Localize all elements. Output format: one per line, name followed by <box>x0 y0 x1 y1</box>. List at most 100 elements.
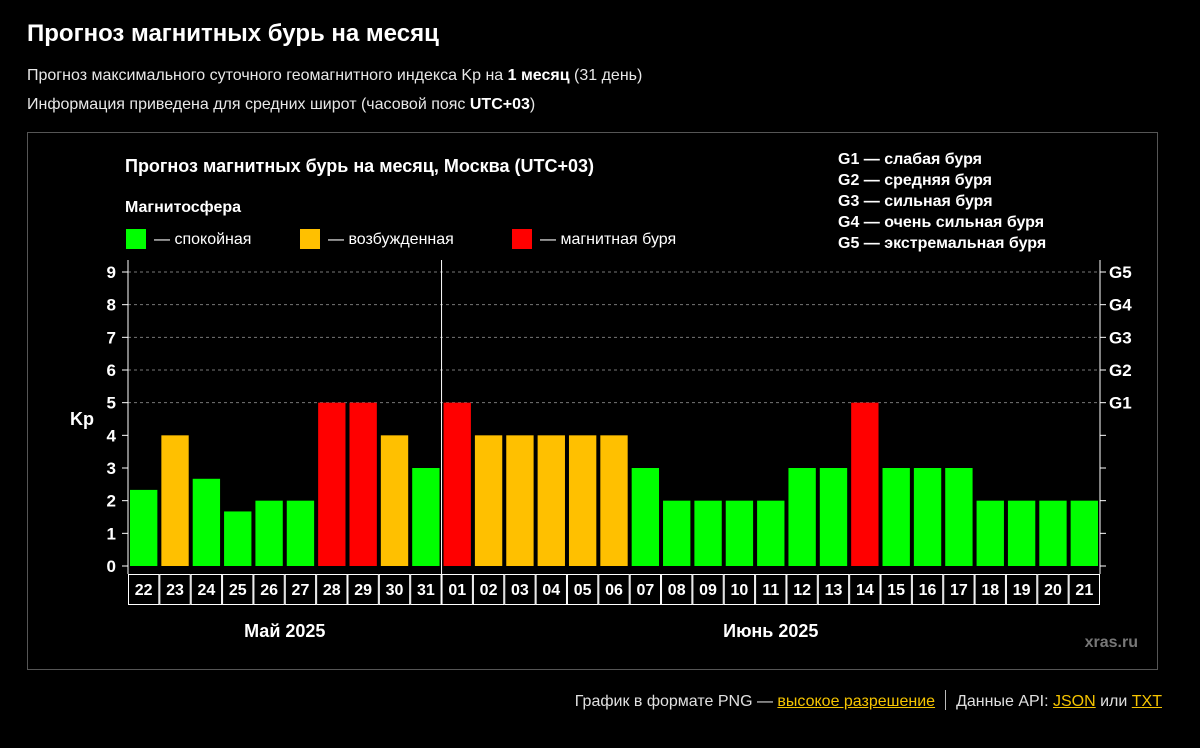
date-box <box>410 574 442 605</box>
date-label: 28 <box>323 582 341 599</box>
bar-04 <box>537 435 565 566</box>
bar-25 <box>224 511 252 566</box>
date-box <box>1005 574 1038 605</box>
bar-05 <box>568 435 597 566</box>
date-label: 18 <box>981 582 999 599</box>
date-label: 08 <box>668 582 686 599</box>
date-label: 13 <box>825 582 843 599</box>
date-box <box>943 574 975 605</box>
date-label: 12 <box>793 582 811 599</box>
date-label: 23 <box>166 582 184 599</box>
bar-02 <box>474 435 503 566</box>
legend-label-storm: — магнитная буря <box>540 231 676 248</box>
txt-link[interactable]: TXT <box>1131 693 1162 710</box>
g-legend-item: G1 — слабая буря <box>838 151 982 168</box>
date-label: 09 <box>699 582 717 599</box>
bar-27 <box>286 500 315 566</box>
bar-20 <box>1039 500 1067 566</box>
date-box <box>190 574 223 605</box>
y-tick-label: 1 <box>107 524 116 543</box>
date-box <box>472 574 505 605</box>
date-box <box>378 574 411 605</box>
g-legend-item: G3 — сильная буря <box>838 193 993 210</box>
bar-18 <box>976 500 1004 566</box>
bar-07 <box>631 468 660 566</box>
bar-11 <box>757 500 785 566</box>
date-label: 24 <box>197 582 215 599</box>
date-label: 04 <box>542 582 560 599</box>
or-text: или <box>1095 693 1132 710</box>
date-box <box>661 574 693 605</box>
y-tick-label: 9 <box>107 263 116 282</box>
g-legend-item: G4 — очень сильная буря <box>838 214 1044 231</box>
watermark: xras.ru <box>1085 634 1138 651</box>
date-label: 06 <box>605 582 623 599</box>
bar-28 <box>318 402 346 566</box>
date-label: 29 <box>354 582 372 599</box>
date-label: 16 <box>919 582 937 599</box>
y-tick-label: 8 <box>107 296 116 315</box>
g-level-label: G5 <box>1109 263 1132 282</box>
page-title: Прогноз магнитных бурь на месяц <box>27 20 439 47</box>
date-label: 27 <box>292 582 310 599</box>
date-label: 15 <box>887 582 905 599</box>
date-box <box>347 574 379 605</box>
date-box <box>629 574 662 605</box>
bar-26 <box>255 500 283 566</box>
bar-16 <box>913 468 942 566</box>
date-box <box>316 574 348 605</box>
y-axis-label: Kp <box>70 409 94 429</box>
g-level-label: G2 <box>1109 361 1132 380</box>
date-box <box>222 574 254 605</box>
date-box <box>284 574 317 605</box>
month-label: Май 2025 <box>244 621 325 641</box>
bar-24 <box>192 478 221 566</box>
y-tick-label: 2 <box>107 492 116 511</box>
date-box <box>1068 574 1100 605</box>
legend-label-excited: — возбужденная <box>328 231 454 248</box>
date-label: 10 <box>731 582 749 599</box>
legend-swatch-storm <box>512 229 532 249</box>
date-label: 03 <box>511 582 529 599</box>
date-label: 11 <box>762 582 779 599</box>
g-level-label: G1 <box>1109 394 1132 413</box>
date-box <box>1037 574 1069 605</box>
date-box <box>911 574 944 605</box>
date-box <box>817 574 850 605</box>
date-box <box>974 574 1006 605</box>
date-box <box>723 574 756 605</box>
g-legend-item: G5 — экстремальная буря <box>838 235 1046 252</box>
month-label: Июнь 2025 <box>723 621 818 641</box>
y-tick-label: 7 <box>107 328 116 347</box>
chart-title: Прогноз магнитных бурь на месяц, Москва … <box>125 156 594 176</box>
bar-31 <box>412 468 440 566</box>
bar-15 <box>882 468 910 566</box>
bar-10 <box>725 500 754 566</box>
forecast-description: Прогноз максимального суточного геомагни… <box>27 67 643 84</box>
bar-22 <box>130 489 158 566</box>
chart-frame: Прогноз магнитных бурь на месяц, Москва … <box>27 132 1158 670</box>
json-link[interactable]: JSON <box>1053 693 1096 710</box>
date-label: 14 <box>856 582 874 599</box>
high-res-link[interactable]: высокое разрешение <box>777 693 936 710</box>
bar-17 <box>945 468 973 566</box>
date-box <box>441 574 473 605</box>
date-box <box>253 574 285 605</box>
date-box <box>880 574 912 605</box>
y-tick-label: 0 <box>107 557 116 576</box>
date-box <box>535 574 567 605</box>
legend-swatch-excited <box>300 229 320 249</box>
bar-12 <box>788 468 816 566</box>
kp-forecast-chart: Прогноз магнитных бурь на месяц, Москва … <box>70 151 1138 651</box>
bar-01 <box>443 402 471 566</box>
y-tick-label: 3 <box>107 459 116 478</box>
g-level-label: G3 <box>1109 328 1132 347</box>
bar-06 <box>600 435 628 566</box>
date-label: 01 <box>448 582 466 599</box>
y-tick-label: 5 <box>107 394 116 413</box>
legend-label-calm: — спокойная <box>154 231 251 248</box>
bar-23 <box>161 435 189 566</box>
bar-13 <box>819 468 848 566</box>
bar-29 <box>349 402 377 566</box>
bar-08 <box>663 500 691 566</box>
